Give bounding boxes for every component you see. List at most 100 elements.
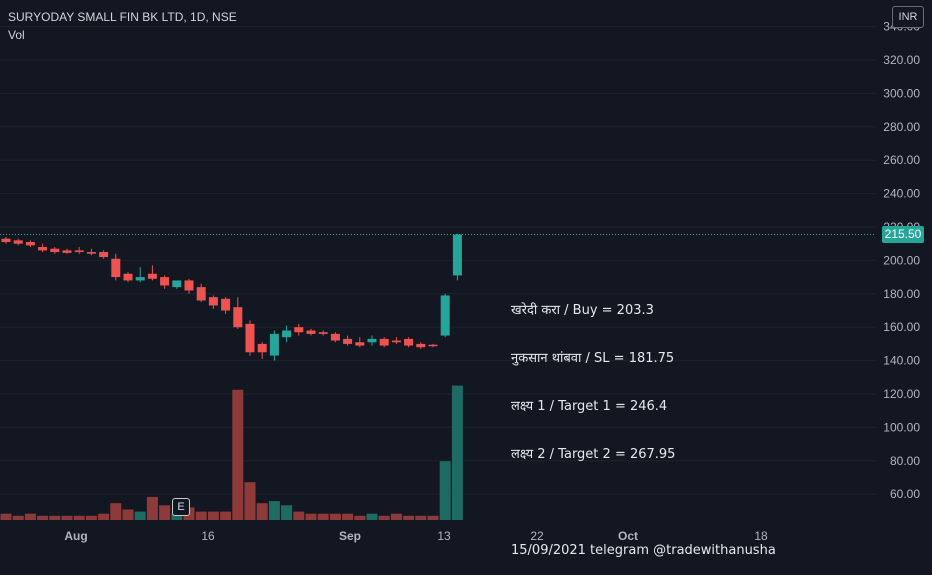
price-tick-label: 60.00	[890, 487, 920, 501]
volume-bar	[244, 482, 256, 520]
volume-label: Vol	[8, 28, 25, 42]
candle-body	[1, 238, 11, 243]
candle-body	[172, 280, 182, 288]
earnings-badge[interactable]: E	[172, 498, 190, 516]
candle-body	[99, 252, 109, 258]
price-tick-label: 80.00	[890, 454, 920, 468]
time-tick-label: Sep	[339, 529, 361, 543]
candle-body	[257, 343, 267, 353]
volume-bar	[256, 503, 268, 520]
candle-body	[111, 258, 121, 278]
volume-bar	[268, 501, 280, 520]
candle-body	[245, 323, 255, 353]
volume-bar	[354, 515, 366, 520]
candle-body	[38, 247, 48, 251]
volume-bar	[73, 515, 85, 520]
candle-body	[404, 338, 414, 346]
price-axis[interactable]: 60.00 80.00 100.00 120.00 140.00 160.00 180.00…	[883, 20, 920, 502]
time-tick-label: 18	[754, 529, 768, 543]
annotation-line: लक्ष्य 1 / Target 1 = 246.4	[511, 399, 668, 414]
candle-body	[74, 250, 84, 253]
price-tick-label: 180.00	[883, 287, 920, 301]
price-tick-label: 280.00	[883, 120, 920, 134]
time-tick-label: 22	[530, 529, 544, 543]
volume-bar	[12, 515, 24, 520]
candlesticks	[1, 233, 462, 361]
candle-body	[13, 240, 23, 244]
volume-bar	[85, 515, 97, 520]
time-tick-label: Oct	[618, 529, 638, 543]
volume-bar	[415, 515, 427, 520]
time-tick-label: 13	[437, 529, 451, 543]
volume-bar	[451, 385, 463, 520]
price-tick-label: 120.00	[883, 387, 920, 401]
candle-body	[391, 340, 401, 343]
price-tick-label: 100.00	[883, 420, 920, 434]
price-tick-label: 140.00	[883, 354, 920, 368]
volume-bar	[342, 513, 354, 520]
volume-bar	[427, 515, 439, 520]
volume-bar	[171, 513, 183, 520]
last-price-tag: 215.50	[882, 226, 924, 243]
candle-body	[160, 277, 170, 286]
candle-body	[367, 338, 377, 343]
candle-body	[355, 342, 365, 346]
volume-bar	[159, 505, 171, 520]
price-tick-label: 200.00	[883, 253, 920, 267]
candle-body	[221, 298, 231, 311]
volume-bar	[195, 511, 207, 520]
volume-bar	[390, 513, 402, 520]
candle-body	[233, 307, 243, 328]
price-chart[interactable]: 60.00 80.00 100.00 120.00 140.00 160.00 180.00…	[0, 0, 932, 550]
volume-bar	[207, 511, 219, 520]
symbol-title: SURYODAY SMALL FIN BK LTD, 1D, NSE	[8, 10, 237, 24]
candle-body	[86, 252, 96, 254]
candle-body	[318, 332, 328, 334]
volume-bar	[0, 513, 12, 520]
candle-body	[294, 327, 304, 333]
volume-bar	[220, 511, 232, 520]
price-tick-label: 300.00	[883, 86, 920, 100]
candle-body	[196, 287, 206, 301]
volume-bar	[281, 505, 293, 520]
volume-bar	[98, 513, 110, 520]
candle-body	[123, 273, 133, 281]
candle-body	[25, 242, 35, 246]
volume-bar	[305, 513, 317, 520]
candle-body	[208, 297, 218, 306]
volume-bar	[403, 515, 415, 520]
price-tick-label: 240.00	[883, 187, 920, 201]
candle-body	[184, 280, 194, 291]
volume-bar	[122, 509, 134, 520]
currency-button[interactable]: INR	[892, 6, 924, 28]
volume-bar	[49, 515, 61, 520]
annotation-line	[511, 495, 776, 511]
candle-body	[50, 248, 60, 253]
candle-body	[62, 250, 72, 253]
candle-body	[452, 234, 462, 276]
time-tick-label: Aug	[64, 529, 87, 543]
volume-bar	[24, 513, 36, 520]
annotation-line: लक्ष्य 2 / Target 2 = 267.95	[511, 447, 676, 462]
candle-body	[428, 344, 438, 347]
volume-bar	[134, 511, 146, 520]
price-tick-label: 160.00	[883, 320, 920, 334]
time-axis[interactable]: Aug 16 Sep 13 22 Oct 18	[64, 529, 768, 543]
volume-bar	[317, 513, 329, 520]
candle-body	[330, 333, 340, 341]
candle-body	[440, 295, 450, 336]
volume-bar	[378, 515, 390, 520]
candle-body	[269, 333, 279, 356]
volume-bar	[146, 496, 158, 520]
volume-bar	[232, 389, 244, 520]
annotation-line: 15/09/2021 telegram @tradewithanusha	[511, 543, 776, 558]
volume-bar	[61, 515, 73, 520]
candle-body	[379, 338, 389, 346]
candle-body	[147, 273, 157, 279]
annotation-line: खरेदी करा / Buy = 203.3	[511, 303, 654, 318]
volume-bar	[37, 515, 49, 520]
chart-grid	[0, 26, 876, 495]
candle-body	[343, 338, 353, 344]
price-tick-label: 320.00	[883, 53, 920, 67]
volume-bar	[439, 461, 451, 520]
